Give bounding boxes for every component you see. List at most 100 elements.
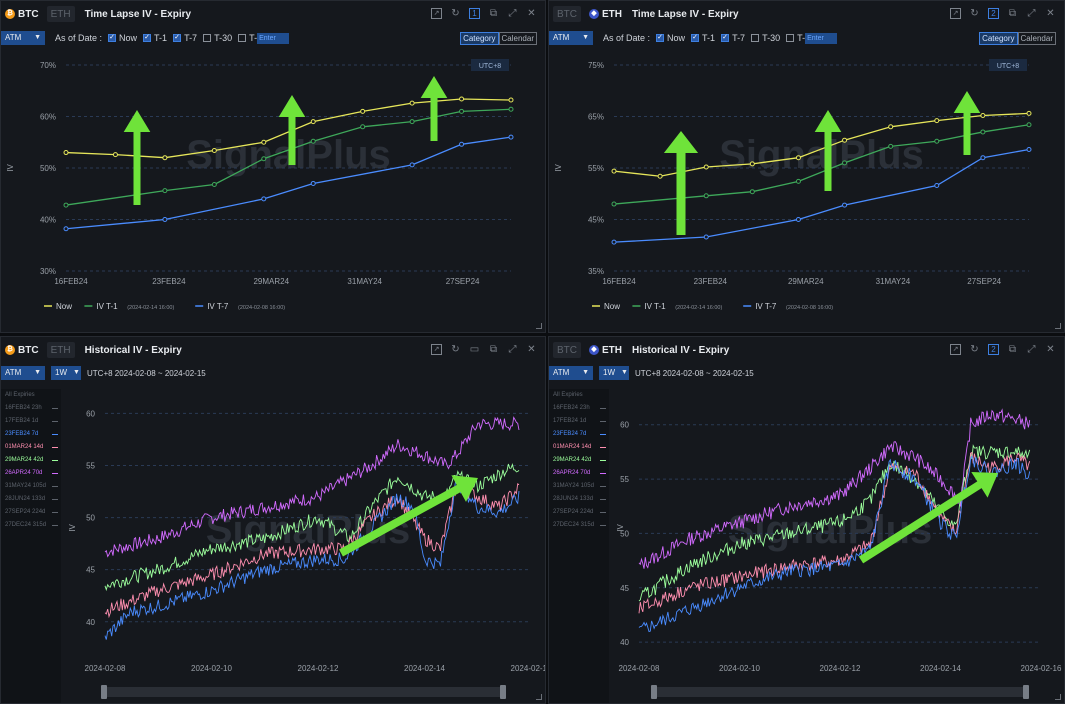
all-expiries-toggle[interactable]: All Expiries <box>553 392 583 398</box>
checkbox-t1[interactable]: ✓ T-1 <box>691 33 715 43</box>
data-point[interactable] <box>261 156 267 162</box>
close-icon[interactable]: ✕ <box>527 344 536 355</box>
expand-icon[interactable]: ⤢ <box>1027 8 1036 19</box>
period-select[interactable]: 1W ▼ <box>599 366 629 380</box>
data-point[interactable] <box>310 119 316 125</box>
data-point[interactable] <box>703 234 709 240</box>
legend-label[interactable]: IV T-7 <box>755 302 777 311</box>
data-point[interactable] <box>1026 146 1032 152</box>
export-icon[interactable]: ↗ <box>431 8 442 19</box>
data-point[interactable] <box>508 106 514 112</box>
data-point[interactable] <box>409 100 415 106</box>
expiry-item[interactable]: 27SEP24 224d <box>549 506 609 519</box>
slider-handle-left[interactable] <box>651 685 657 699</box>
expiry-item[interactable]: 17FEB24 1d <box>1 415 61 428</box>
custom-days-input[interactable]: Enter <box>257 32 290 44</box>
data-point[interactable] <box>211 181 217 187</box>
resize-handle[interactable] <box>1055 323 1061 329</box>
legend-label[interactable]: IV T-1 <box>644 302 666 311</box>
time-range-slider[interactable] <box>651 685 1029 699</box>
category-button[interactable]: Category <box>979 32 1018 45</box>
data-point[interactable] <box>409 119 415 125</box>
data-point[interactable] <box>360 108 366 114</box>
custom-days-input[interactable]: Enter <box>805 32 838 44</box>
data-point[interactable] <box>112 152 118 158</box>
checkbox-now[interactable]: ✓ Now <box>656 33 685 43</box>
expiry-item[interactable]: 28JUN24 133d <box>1 493 61 506</box>
data-point[interactable] <box>162 217 168 222</box>
export-icon[interactable]: ↗ <box>950 344 961 355</box>
close-icon[interactable]: ✕ <box>527 8 536 19</box>
data-point[interactable] <box>162 155 168 161</box>
expiry-item[interactable]: 27DEC24 315d <box>549 519 609 532</box>
expand-icon[interactable]: ⤢ <box>508 344 517 355</box>
data-point[interactable] <box>611 239 617 245</box>
expiry-item[interactable]: 01MAR24 14d <box>1 441 61 454</box>
data-point[interactable] <box>842 137 848 143</box>
data-point[interactable] <box>795 178 801 184</box>
eth-coin-tab[interactable]: ◆ ETH <box>589 342 622 358</box>
window-number-badge[interactable]: 2 <box>988 344 999 355</box>
data-point[interactable] <box>459 96 465 102</box>
slider-handle-right[interactable] <box>500 685 506 699</box>
data-point[interactable] <box>261 139 267 145</box>
category-button[interactable]: Category <box>460 32 499 45</box>
atm-select[interactable]: ATM ▼ <box>549 31 593 45</box>
legend-label[interactable]: IV T-7 <box>207 302 229 311</box>
window-number-badge[interactable]: 2 <box>988 8 999 19</box>
checkbox-t30[interactable]: T-30 <box>751 33 780 43</box>
checkbox-t30[interactable]: T-30 <box>203 33 232 43</box>
data-point[interactable] <box>63 226 69 232</box>
checkbox-t1[interactable]: ✓ T-1 <box>143 33 167 43</box>
data-point[interactable] <box>842 160 848 166</box>
data-point[interactable] <box>888 143 894 149</box>
time-range-slider[interactable] <box>101 685 506 699</box>
close-icon[interactable]: ✕ <box>1046 8 1055 19</box>
data-point[interactable] <box>842 202 848 208</box>
data-point[interactable] <box>611 201 617 207</box>
calendar-button[interactable]: Calendar <box>498 32 537 45</box>
checkbox-t7[interactable]: ✓ T-7 <box>721 33 745 43</box>
expiry-item[interactable]: 28JUN24 133d <box>549 493 609 506</box>
data-point[interactable] <box>508 134 514 140</box>
window-number-badge[interactable]: 1 <box>469 8 480 19</box>
expiry-item[interactable]: 23FEB24 7d <box>549 428 609 441</box>
data-point[interactable] <box>795 155 801 161</box>
btc-coin-tab[interactable]: ₿ BTC <box>5 6 39 22</box>
data-point[interactable] <box>934 183 940 189</box>
resize-handle[interactable] <box>536 323 542 329</box>
atm-select[interactable]: ATM ▼ <box>1 366 45 380</box>
data-point[interactable] <box>310 138 316 144</box>
export-icon[interactable]: ↗ <box>431 344 442 355</box>
legend-label[interactable]: IV T-1 <box>96 302 118 311</box>
period-select[interactable]: 1W ▼ <box>51 366 81 380</box>
data-point[interactable] <box>360 124 366 130</box>
duplicate-icon[interactable]: ⧉ <box>1008 344 1017 355</box>
data-point[interactable] <box>1026 122 1032 128</box>
expand-icon[interactable]: ⤢ <box>508 8 517 19</box>
checkbox-custom[interactable]: T- <box>786 33 805 43</box>
data-point[interactable] <box>749 189 755 195</box>
expiry-item[interactable]: 29MAR24 42d <box>549 454 609 467</box>
atm-select[interactable]: ATM ▼ <box>549 366 593 380</box>
checkbox-custom[interactable]: T- <box>238 33 257 43</box>
data-point[interactable] <box>703 164 709 170</box>
refresh-icon[interactable]: ↻ <box>970 344 979 355</box>
data-point[interactable] <box>934 138 940 144</box>
data-point[interactable] <box>63 202 69 208</box>
expiry-item[interactable]: 31MAY24 105d <box>549 480 609 493</box>
atm-select[interactable]: ATM ▼ <box>1 31 45 45</box>
data-point[interactable] <box>162 188 168 194</box>
expiry-item[interactable]: 29MAR24 42d <box>1 454 61 467</box>
expiry-item[interactable]: 26APR24 70d <box>1 467 61 480</box>
legend-label[interactable]: Now <box>56 302 72 311</box>
checkbox-t7[interactable]: ✓ T-7 <box>173 33 197 43</box>
expiry-item[interactable]: 31MAY24 105d <box>1 480 61 493</box>
calendar-button[interactable]: Calendar <box>1017 32 1056 45</box>
data-point[interactable] <box>63 150 69 156</box>
eth-coin-tab[interactable]: ◆ ETH <box>589 6 622 22</box>
expiry-item[interactable]: 01MAR24 14d <box>549 441 609 454</box>
expiry-item[interactable]: 27SEP24 224d <box>1 506 61 519</box>
folder-icon[interactable]: ▭ <box>469 344 480 355</box>
data-point[interactable] <box>980 129 986 135</box>
